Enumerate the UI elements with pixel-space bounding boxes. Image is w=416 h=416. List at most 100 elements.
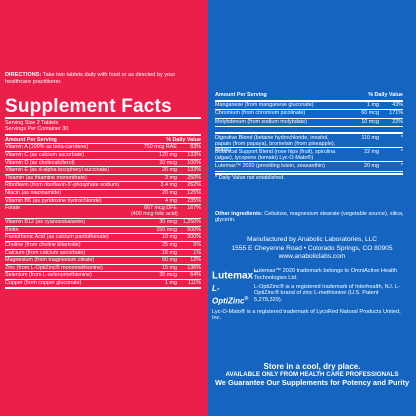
nutrient-row: Zinc (from L-OptiZinc® monomethionine) 15… xyxy=(5,263,201,272)
section-gap xyxy=(215,127,403,135)
manufacturer-address: 1555 E Cheyenne Road • Colorado Springs,… xyxy=(231,244,393,252)
nutrient-daily-value: 1% xyxy=(193,249,201,256)
amount-secondary: (400 mcg folic acid) xyxy=(131,211,178,218)
nutrient-amount: 750 mcg RAE xyxy=(143,144,177,151)
mineral-daily-value: 171% xyxy=(389,110,403,117)
supplement-facts-continued: Amount Per Serving % Daily Value Mangane… xyxy=(215,92,403,182)
trademark-notices: Lutemax™ Lutemax™ 2020 trademark belongs… xyxy=(212,268,408,324)
nutrient-daily-value: 262% xyxy=(187,182,201,189)
nutrient-daily-value: 136% xyxy=(187,264,201,271)
nutrient-daily-value: 133% xyxy=(187,167,201,174)
nutrient-row: Vitamin D (as cholecalciferol) 20 mcg 100% xyxy=(5,158,201,167)
nutrient-amount: 150 mcg xyxy=(156,226,177,233)
table-bottom-rule xyxy=(5,286,201,289)
trademark-lycomato: Lyc-O-Mato® is a registered trademark of… xyxy=(212,309,408,322)
nutrient-row: Choline (from choline bitartrate) 25 mg 5% xyxy=(5,240,201,249)
daily-value-footnote: * Daily Value not established. xyxy=(215,172,403,182)
right-panel xyxy=(208,0,416,416)
nutrient-name: Magnesium (from magnesium citrate) xyxy=(5,257,95,264)
mineral-amount: 1 mg xyxy=(367,101,379,108)
blend-row: Lutemax™ 2020 (providing lutein, zeaxant… xyxy=(215,162,403,172)
nutrient-amount: 3.4 mg xyxy=(160,182,177,189)
nutrient-row: Vitamin B12 (as cyanocobalamin) 30 mcg 1,2… xyxy=(5,217,201,226)
manufacturer-name: Manufactured by Anabolic Laboratories, L… xyxy=(246,236,378,243)
nutrient-amount: 20 mg xyxy=(162,167,177,174)
nutrient-amount: 35 mcg xyxy=(159,272,177,279)
nutrient-row: Magnesium (from magnesium citrate) 50 mg 1… xyxy=(5,256,201,264)
nutrient-daily-value: 500% xyxy=(187,226,201,233)
serving-size: Serving Size 2 Tablets xyxy=(5,120,59,126)
nutrient-amount: 10 mg xyxy=(162,234,177,241)
nutrient-row: Riboflavin (from riboflavin-5'-phosphate… xyxy=(5,181,201,189)
mineral-name: Molybdenum (from sodium molybdate) xyxy=(215,118,307,125)
blend-row: Botanical Support Blend (rose hips (frui… xyxy=(215,148,403,163)
trademark-text: Lutemax™ 2020 trademark belongs to OmniA… xyxy=(254,268,398,281)
nutrient-daily-value: 1,250% xyxy=(182,218,201,225)
blend-amount: 22 mg xyxy=(364,149,379,156)
nutrient-name: Folate xyxy=(5,205,20,212)
directions-body: Take two tablets daily with food or as d… xyxy=(5,72,176,85)
nutrient-amount: 50 mg xyxy=(162,257,177,264)
trademark-lutemax: Lutemax™ Lutemax™ 2020 trademark belongs… xyxy=(212,268,408,281)
nutrient-amount: 120 mg xyxy=(159,151,177,158)
blend-name: Digestive Blend (betaine hydrochloride, … xyxy=(215,134,336,154)
nutrient-row: Niacin (as niacinamide) 20 mg 125% xyxy=(5,189,201,197)
nutrient-row: Pantothenic Acid (as calcium pantothenat… xyxy=(5,233,201,241)
nutrient-daily-value: 125% xyxy=(187,190,201,197)
other-ingredients: Other ingredients: Cellulose, magnesium … xyxy=(215,211,405,224)
trademark-text: L-OptiZinc® is a registered trademark of… xyxy=(254,283,400,303)
nutrient-name: Vitamin E (as d-alpha tocopheryl succina… xyxy=(5,167,109,174)
trademark-optizinc: L-OptiZinc® L-OptiZinc® is a registered … xyxy=(212,284,408,307)
nutrient-daily-value: 64% xyxy=(190,272,201,279)
nutrient-amount: 667 mcg DFE (400 mcg folic acid) xyxy=(131,205,178,218)
storage-and-guarantee: Store in a cool, dry place. AVAILABLE ON… xyxy=(208,362,416,387)
directions-text: DIRECTIONS: Take two tablets daily with … xyxy=(5,72,201,86)
nutrient-amount: 16 mg xyxy=(162,249,177,256)
mineral-row: Manganese (from manganese gluconate) 1 mg… xyxy=(215,102,403,111)
mineral-row: Molybdenum (from sodium molybdate) 10 mcg… xyxy=(215,119,403,128)
nutrient-amount: 20 mcg xyxy=(159,159,177,166)
nutrient-daily-value: 167% xyxy=(187,205,201,212)
nutrient-name: Vitamin C (as calcium ascorbate) xyxy=(5,151,84,158)
nutrient-daily-value: 5% xyxy=(193,241,201,248)
nutrient-name: Vitamin B12 (as cyanocobalamin) xyxy=(5,218,86,225)
blend-row: Digestive Blend (betaine hydrochloride, … xyxy=(215,134,403,153)
trademark-text: Lyc-O-Mato® is a registered trademark of… xyxy=(212,308,401,322)
nutrient-rows: Vitamin A (100% as beta-carotene) 750 mcg… xyxy=(5,143,201,286)
nutrient-row: Folate 667 mcg DFE (400 mcg folic acid) 167… xyxy=(5,204,201,218)
storage-instructions: Store in a cool, dry place. xyxy=(263,362,361,371)
table-header-right: Amount Per Serving % Daily Value xyxy=(215,92,403,102)
mineral-amount: 60 mcg xyxy=(361,110,379,117)
nutrient-amount: 4 mg xyxy=(165,197,177,204)
guarantee-statement: We Guarantee Our Supplements for Potency… xyxy=(214,378,410,387)
nutrient-amount: 30 mcg xyxy=(159,218,177,225)
nutrient-row: Copper (from copper gluconate) 1 mg 111% xyxy=(5,279,201,287)
blend-name: Botanical Support Blend (rose hips (frui… xyxy=(215,148,336,162)
left-panel xyxy=(0,0,208,416)
mineral-rows: Manganese (from manganese gluconate) 1 mg… xyxy=(215,102,403,128)
servings-per-container: Servings Per Container 30 xyxy=(5,126,69,133)
blend-daily-value: * xyxy=(400,163,403,170)
nutrient-daily-value: 12% xyxy=(190,257,201,264)
nutrient-name: Pantothenic Acid (as calcium pantothenat… xyxy=(5,234,109,241)
blend-name: Lutemax™ 2020 (providing lutein, zeaxant… xyxy=(215,163,325,170)
nutrient-daily-value: 235% xyxy=(187,197,201,204)
other-ingredients-label: Other ingredients: xyxy=(215,211,263,217)
serving-rule xyxy=(5,133,201,136)
nutrient-daily-value: 111% xyxy=(188,280,201,287)
blend-daily-value: * xyxy=(400,135,403,142)
mineral-name: Chromium (from chromium picolinate) xyxy=(215,110,306,117)
nutrient-amount: 20 mg xyxy=(162,190,177,197)
blend-amount: 20 mg xyxy=(364,163,379,170)
other-ingredients-text: Cellulose, magnesium stearate (vegetable… xyxy=(215,211,404,224)
nutrient-daily-value: 100% xyxy=(187,159,201,166)
nutrient-name: Zinc (from L-OptiZinc® monomethionine) xyxy=(5,264,103,271)
supplement-facts-table: Serving Size 2 Tablets Servings Per Cont… xyxy=(5,116,201,388)
nutrient-name: Copper (from copper gluconate) xyxy=(5,280,82,287)
nutrient-daily-value: 250% xyxy=(187,174,201,181)
nutrient-daily-value: 200% xyxy=(187,234,201,241)
nutrient-row: Vitamin A (100% as beta-carotene) 750 mcg… xyxy=(5,143,201,151)
nutrient-row: Calcium (from calcium ascorbate) 16 mg 1% xyxy=(5,248,201,257)
l-optizinc-logo: L-OptiZinc® xyxy=(212,283,249,306)
manufacturer-info: Manufactured by Anabolic Laboratories, L… xyxy=(208,236,416,262)
